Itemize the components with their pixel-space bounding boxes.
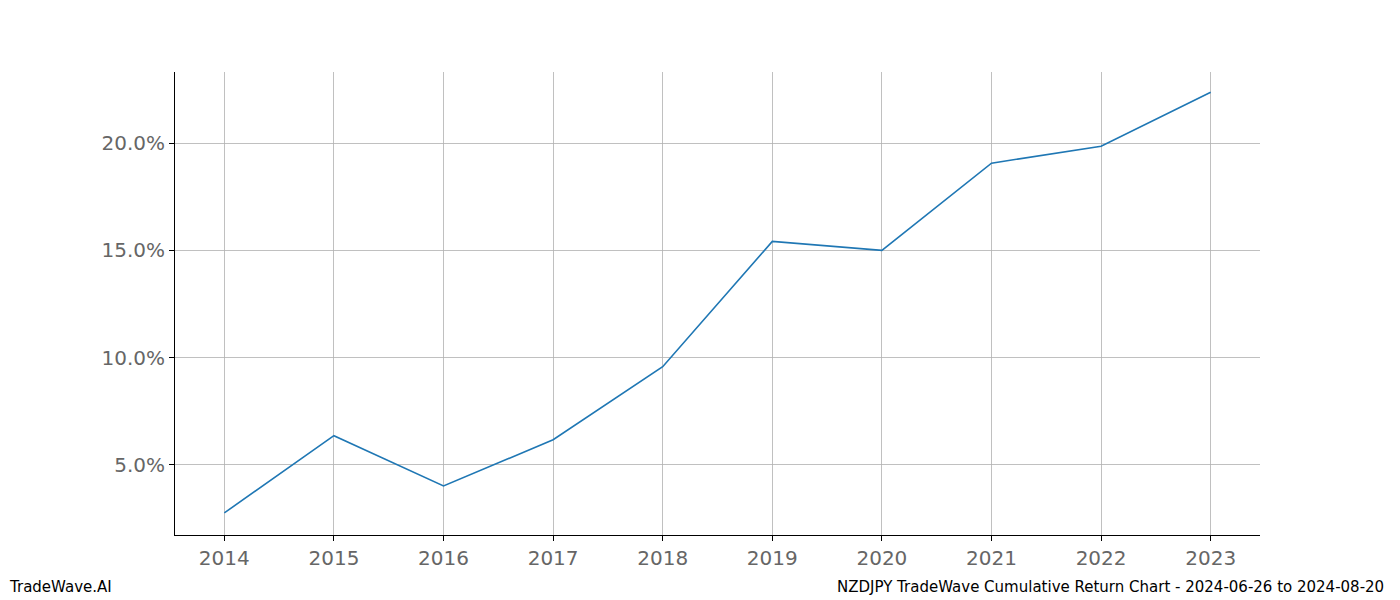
svg-text:2018: 2018 <box>637 546 688 570</box>
svg-text:NZDJPY TradeWave Cumulative Re: NZDJPY TradeWave Cumulative Return Chart… <box>837 578 1384 596</box>
svg-text:2016: 2016 <box>418 546 469 570</box>
svg-text:15.0%: 15.0% <box>101 238 165 262</box>
svg-text:2022: 2022 <box>1076 546 1127 570</box>
svg-text:20.0%: 20.0% <box>101 131 165 155</box>
svg-text:5.0%: 5.0% <box>114 453 165 477</box>
svg-text:2015: 2015 <box>308 546 359 570</box>
svg-text:2023: 2023 <box>1185 546 1236 570</box>
svg-text:2020: 2020 <box>856 546 907 570</box>
svg-text:10.0%: 10.0% <box>101 346 165 370</box>
svg-text:2014: 2014 <box>199 546 250 570</box>
svg-text:2021: 2021 <box>966 546 1017 570</box>
svg-text:2019: 2019 <box>747 546 798 570</box>
svg-text:TradeWave.AI: TradeWave.AI <box>9 578 112 596</box>
svg-text:2017: 2017 <box>528 546 579 570</box>
